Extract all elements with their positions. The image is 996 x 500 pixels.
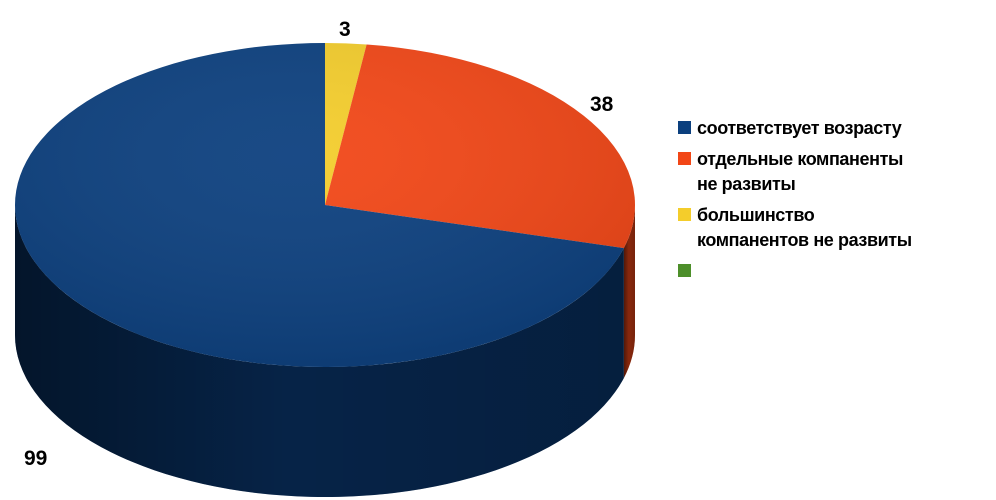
- data-label: 3: [339, 18, 351, 41]
- legend: соответствует возрасту отдельные компанен…: [678, 116, 996, 283]
- pie-top-shading: [15, 43, 635, 367]
- legend-swatch: [678, 264, 691, 277]
- legend-item: отдельные компаненты не развиты: [678, 147, 996, 197]
- legend-label: большинство компанентов не развиты: [697, 205, 912, 250]
- legend-label: отдельные компаненты не развиты: [697, 149, 903, 194]
- legend-swatch: [678, 208, 691, 221]
- data-label: 99: [24, 447, 47, 470]
- pie-slice-side-shading: [623, 205, 635, 379]
- legend-item: [678, 259, 996, 277]
- legend-swatch: [678, 152, 691, 165]
- data-label: 38: [590, 93, 614, 116]
- legend-label: соответствует возрасту: [697, 118, 902, 138]
- legend-item: соответствует возрасту: [678, 116, 996, 141]
- legend-item: большинство компанентов не развиты: [678, 203, 996, 253]
- pie-slice-side-shading: [15, 205, 624, 497]
- legend-swatch: [678, 121, 691, 134]
